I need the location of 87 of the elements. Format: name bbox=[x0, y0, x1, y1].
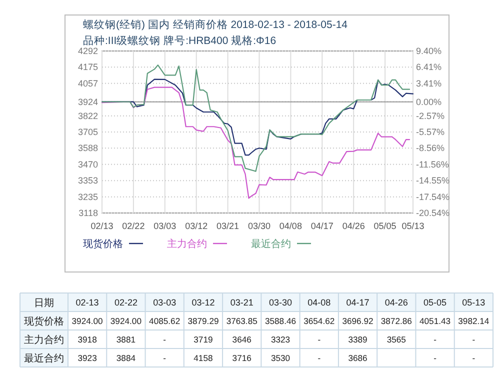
data-label: - bbox=[318, 334, 321, 344]
category-label: 04-26 bbox=[384, 298, 408, 308]
y-tick-label: 4175 bbox=[78, 62, 98, 72]
y2-tick-label: -8.56% bbox=[416, 143, 445, 154]
data-label: 4051.43 bbox=[420, 316, 451, 326]
legend-label: 主力合约 bbox=[167, 238, 207, 250]
category-label: 02-22 bbox=[114, 298, 138, 308]
y-tick-label: 3924 bbox=[78, 96, 98, 107]
data-label: 3716 bbox=[232, 353, 252, 363]
category-label: 03-12 bbox=[192, 298, 215, 308]
data-label: 3530 bbox=[270, 353, 290, 363]
category-label: 03-21 bbox=[230, 298, 254, 308]
data-label: 3872.86 bbox=[380, 316, 412, 326]
y2-tick-label: -20.54% bbox=[416, 208, 450, 218]
data-label: - bbox=[434, 334, 437, 344]
y-tick-label: 3822 bbox=[78, 110, 98, 121]
y2-tick-label: -17.54% bbox=[416, 192, 450, 202]
y2-tick-label: 3.41% bbox=[416, 78, 442, 88]
legend-label: 最近合约 bbox=[251, 238, 291, 250]
y-tick-label: 3470 bbox=[78, 159, 98, 170]
x-tick-label: 04/17 bbox=[310, 221, 334, 231]
y2-tick-label: -2.57% bbox=[416, 110, 445, 121]
data-label: 3918 bbox=[78, 334, 98, 344]
text: 现货价格 bbox=[24, 316, 64, 328]
category-label: 03-03 bbox=[153, 298, 176, 308]
x-tick-label: 03/03 bbox=[154, 221, 176, 231]
category-label: 02-13 bbox=[76, 298, 99, 308]
data-label: - bbox=[434, 353, 437, 363]
x-tick-label: 05/05 bbox=[374, 221, 396, 231]
category-label: 05-13 bbox=[462, 298, 486, 308]
text: 主力合约 bbox=[24, 334, 64, 346]
category-label: 03-30 bbox=[268, 298, 292, 308]
y2-tick-label: 0.00% bbox=[416, 96, 442, 107]
x-tick-label: 05/13 bbox=[402, 221, 424, 231]
data-label: 3881 bbox=[116, 334, 136, 344]
text: 日期 bbox=[34, 297, 54, 309]
data-label: - bbox=[318, 353, 321, 363]
data-label: 3982.14 bbox=[458, 316, 490, 326]
y-tick-label: 3118 bbox=[78, 208, 98, 218]
data-label: 3924.00 bbox=[110, 316, 142, 326]
data-label: 3763.85 bbox=[226, 316, 258, 326]
data-label: - bbox=[163, 334, 166, 344]
y2-tick-label: 9.40% bbox=[416, 46, 442, 56]
x-tick-label: 03/21 bbox=[216, 221, 240, 231]
y-tick-label: 3705 bbox=[78, 127, 98, 137]
x-tick-label: 02/13 bbox=[90, 221, 114, 231]
y2-tick-label: -5.57% bbox=[416, 127, 445, 137]
x-tick-label: 03/30 bbox=[248, 221, 271, 231]
legend-label: 现货价格 bbox=[83, 238, 123, 250]
data-label: 3923 bbox=[78, 353, 98, 363]
chart-subtitle: 品种:III级螺纹钢 牌号:HRB400 规格:Φ16 bbox=[83, 34, 276, 47]
category-label: 05-05 bbox=[424, 298, 447, 308]
data-label: 3696.92 bbox=[342, 316, 374, 326]
data-label: 3654.62 bbox=[304, 316, 335, 326]
x-tick-label: 04/08 bbox=[279, 221, 302, 231]
data-label: 3646 bbox=[232, 334, 252, 344]
chart-title: 螺纹钢(经销) 国内 经销商价格 2018-02-13 - 2018-05-14 bbox=[83, 18, 348, 31]
y-tick-label: 3588 bbox=[78, 143, 98, 154]
data-label: - bbox=[472, 334, 476, 344]
y-tick-label: 3235 bbox=[78, 192, 98, 202]
data-label: 3686 bbox=[348, 353, 368, 363]
category-label: 04-17 bbox=[346, 298, 370, 308]
data-label: 3924.00 bbox=[72, 316, 104, 326]
y2-tick-label: -11.56% bbox=[416, 159, 449, 170]
data-label: - bbox=[163, 353, 166, 363]
data-label: 3389 bbox=[348, 334, 368, 344]
y-tick-label: 3353 bbox=[78, 176, 98, 186]
data-label: 4158 bbox=[194, 353, 214, 363]
y2-tick-label: 6.41% bbox=[416, 62, 442, 72]
data-label: 3719 bbox=[194, 334, 214, 344]
data-label: 4085.62 bbox=[149, 316, 180, 326]
y-tick-label: 4292 bbox=[78, 46, 98, 56]
data-label: 3588.46 bbox=[264, 316, 296, 326]
text: 最近合约 bbox=[24, 352, 64, 364]
x-tick-label: 04/26 bbox=[342, 221, 365, 231]
x-tick-label: 02/22 bbox=[122, 221, 145, 231]
data-label: 3323 bbox=[270, 334, 290, 344]
data-label: 3879.29 bbox=[188, 316, 219, 326]
category-label: 04-08 bbox=[308, 298, 331, 308]
line-series bbox=[101, 86, 410, 199]
data-label: 3884 bbox=[116, 353, 136, 363]
line-series bbox=[101, 64, 410, 172]
x-tick-label: 03/12 bbox=[185, 221, 208, 231]
y2-tick-label: -14.55% bbox=[416, 176, 450, 186]
data-label: 3565 bbox=[386, 334, 406, 344]
data-label: - bbox=[472, 353, 476, 363]
y-tick-label: 4057 bbox=[78, 78, 98, 88]
